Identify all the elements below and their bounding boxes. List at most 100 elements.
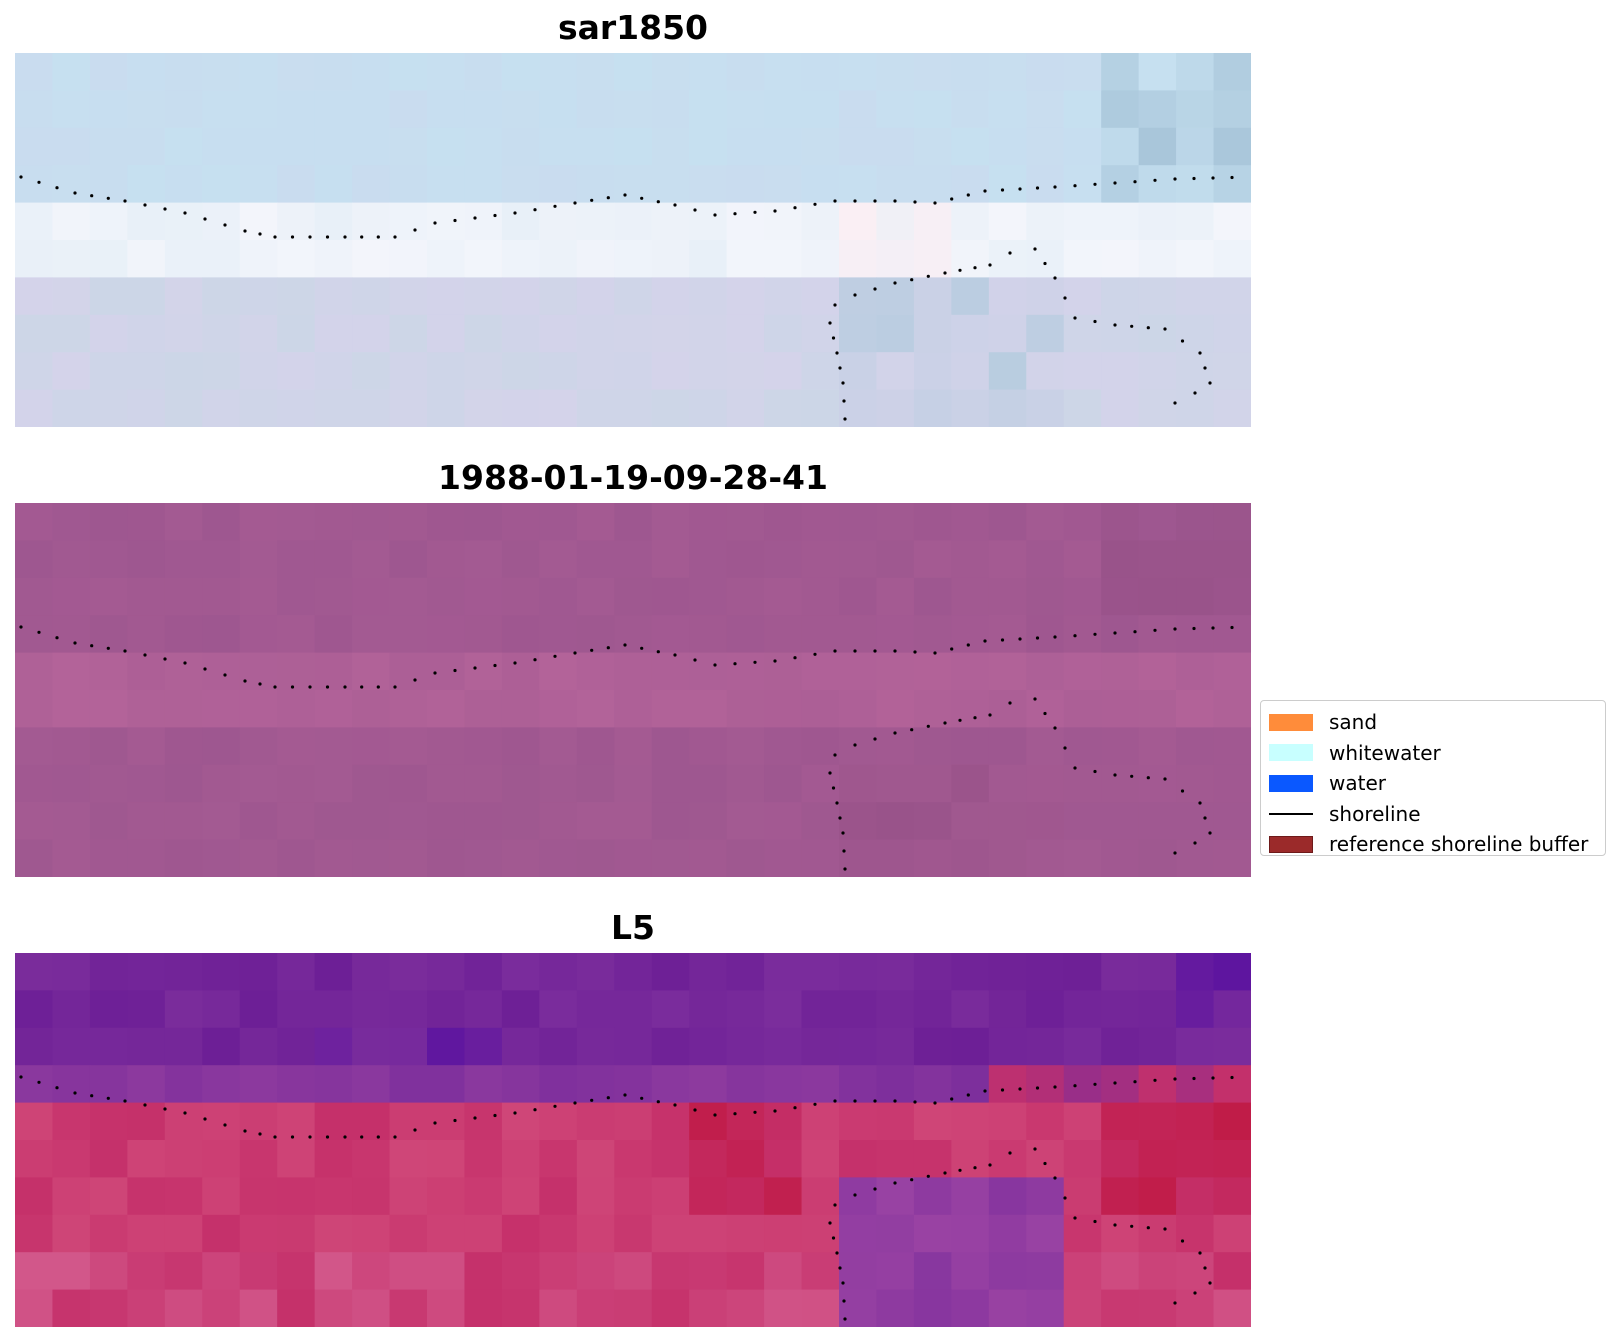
shoreline-dot	[1033, 247, 1037, 251]
shoreline-dot	[838, 366, 842, 370]
shoreline-dot	[983, 639, 987, 643]
shoreline-dot	[838, 1266, 842, 1270]
shoreline-dot	[393, 685, 397, 689]
shoreline-dot	[831, 1236, 836, 1240]
shoreline-dot	[733, 662, 737, 666]
shoreline-dot	[943, 1171, 947, 1175]
shoreline-dot	[966, 1093, 970, 1097]
legend-label-shoreline: shoreline	[1329, 801, 1421, 826]
shoreline-dot	[893, 649, 897, 653]
shoreline-dot	[1133, 1080, 1137, 1084]
sand-swatch	[1269, 713, 1313, 731]
shoreline-dot	[1053, 635, 1057, 639]
shoreline-dot	[273, 235, 277, 239]
shoreline-dot	[413, 678, 417, 682]
shoreline-dot	[693, 658, 697, 662]
shoreline-dot	[273, 685, 277, 689]
shoreline-dot	[933, 201, 937, 205]
shoreline-dot	[958, 1168, 962, 1172]
shoreline-dot	[988, 263, 992, 267]
shoreline-dot	[873, 649, 877, 653]
shoreline-dot	[413, 1128, 417, 1132]
shoreline-dot	[243, 1129, 247, 1133]
shoreline-dot	[360, 685, 364, 689]
shoreline-dot	[793, 656, 797, 660]
shoreline-dot	[831, 336, 836, 340]
shoreline-dot	[913, 650, 917, 654]
shoreline-dot	[966, 193, 970, 197]
shoreline-dot	[753, 1110, 757, 1114]
shoreline-dot	[1033, 1147, 1037, 1151]
shoreline-swatch	[1269, 812, 1313, 815]
legend-item-sand: sand	[1269, 707, 1597, 738]
whitewater-swatch	[1269, 744, 1313, 762]
shoreline-dot	[1146, 776, 1150, 780]
shoreline-dot	[308, 1135, 312, 1139]
shoreline-dot	[958, 718, 962, 722]
shoreline-dot	[1146, 326, 1150, 330]
shoreline-dot	[473, 1116, 477, 1120]
image-raster-3	[15, 953, 1251, 1327]
shoreline-dot	[1035, 636, 1040, 640]
shoreline-dot	[1211, 626, 1215, 630]
shoreline-dot	[1180, 339, 1185, 343]
shoreline-dot	[290, 1135, 295, 1139]
shoreline-dot	[835, 351, 839, 355]
shoreline-dot	[1008, 251, 1012, 255]
shoreline-dot	[90, 194, 94, 198]
shoreline-dot	[1063, 1196, 1067, 1200]
shoreline-dot	[1163, 327, 1167, 331]
shoreline-dot	[853, 649, 857, 653]
shoreline-dot	[933, 1101, 937, 1105]
shoreline-dot	[360, 235, 364, 239]
shoreline-dot	[1130, 1224, 1134, 1228]
shoreline-dot	[835, 801, 839, 805]
shoreline-dot	[640, 646, 644, 650]
shoreline-dot	[973, 266, 977, 270]
shoreline-dot	[325, 1135, 330, 1139]
shoreline-dot	[258, 1132, 262, 1136]
shoreline-dot	[37, 1080, 41, 1084]
legend: sand whitewater water shoreline referenc…	[1260, 700, 1606, 856]
shoreline-dot	[833, 199, 837, 203]
shoreline-dot	[308, 235, 312, 239]
shoreline-dot	[573, 1101, 577, 1105]
shoreline-dot	[1035, 186, 1040, 190]
shoreline-dot	[123, 649, 127, 653]
shoreline-dot	[533, 658, 537, 662]
shoreline-dot	[37, 180, 41, 184]
legend-label-whitewater: whitewater	[1329, 740, 1441, 765]
shoreline-dot	[590, 1098, 594, 1102]
shoreline-dot	[793, 1106, 797, 1110]
shoreline-dot	[203, 667, 207, 671]
shoreline-dot	[838, 816, 842, 820]
shoreline-dot	[773, 1109, 777, 1113]
shoreline-dot	[413, 228, 417, 232]
legend-item-water: water	[1269, 768, 1597, 799]
shoreline-dot	[1033, 697, 1037, 701]
shoreline-dot	[950, 197, 954, 201]
shoreline-dot	[393, 235, 397, 239]
shoreline-dot	[640, 196, 644, 200]
shoreline-dot	[983, 189, 987, 193]
shoreline-dot	[813, 652, 817, 656]
shoreline-dot	[813, 1102, 817, 1106]
shoreline-dot	[453, 218, 457, 223]
shoreline-dot	[1203, 816, 1207, 820]
shoreline-dot	[106, 646, 110, 650]
shoreline-dot	[640, 1096, 644, 1100]
shoreline-dot	[273, 1135, 277, 1139]
shoreline-dot	[433, 221, 437, 225]
shoreline-dot	[1133, 180, 1137, 184]
image-panel-sar1850	[15, 53, 1251, 427]
shoreline-dot	[1043, 1161, 1047, 1166]
shoreline-dot	[590, 648, 594, 652]
shoreline-dot	[753, 660, 757, 664]
shoreline-dot	[833, 1203, 837, 1207]
shoreline-dot	[1043, 711, 1047, 716]
panel-title-1: sar1850	[557, 8, 709, 47]
shoreline-dot	[753, 210, 757, 214]
shoreline-dot	[606, 1096, 610, 1100]
shoreline-dot	[958, 268, 962, 272]
shoreline-dots	[19, 175, 1234, 421]
